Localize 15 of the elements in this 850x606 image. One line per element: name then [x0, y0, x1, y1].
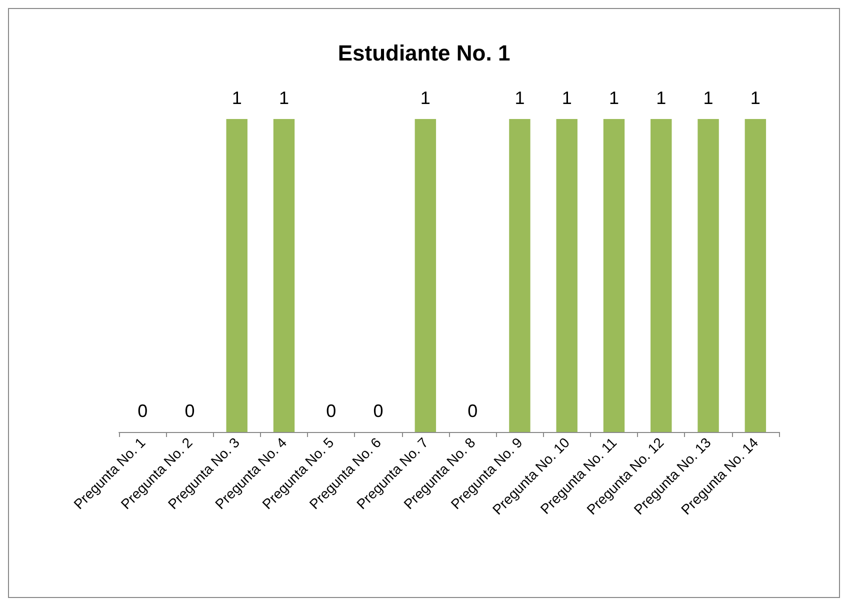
data-label: 0: [138, 401, 148, 421]
data-label: 1: [278, 88, 290, 108]
data-label: 0: [184, 401, 195, 421]
data-label: 1: [562, 88, 572, 108]
data-label: 0: [326, 401, 336, 421]
data-label: 0: [373, 401, 384, 421]
data-label: 0: [468, 401, 478, 421]
data-label: 1: [656, 88, 666, 108]
data-label: 1: [608, 88, 620, 108]
data-label: 1: [232, 88, 242, 108]
data-label: 1: [514, 88, 525, 108]
data-label: 1: [703, 88, 714, 108]
data-label: 1: [750, 88, 760, 108]
data-label: 1: [420, 88, 430, 108]
chart-title: Estudiante No. 1: [338, 40, 510, 66]
